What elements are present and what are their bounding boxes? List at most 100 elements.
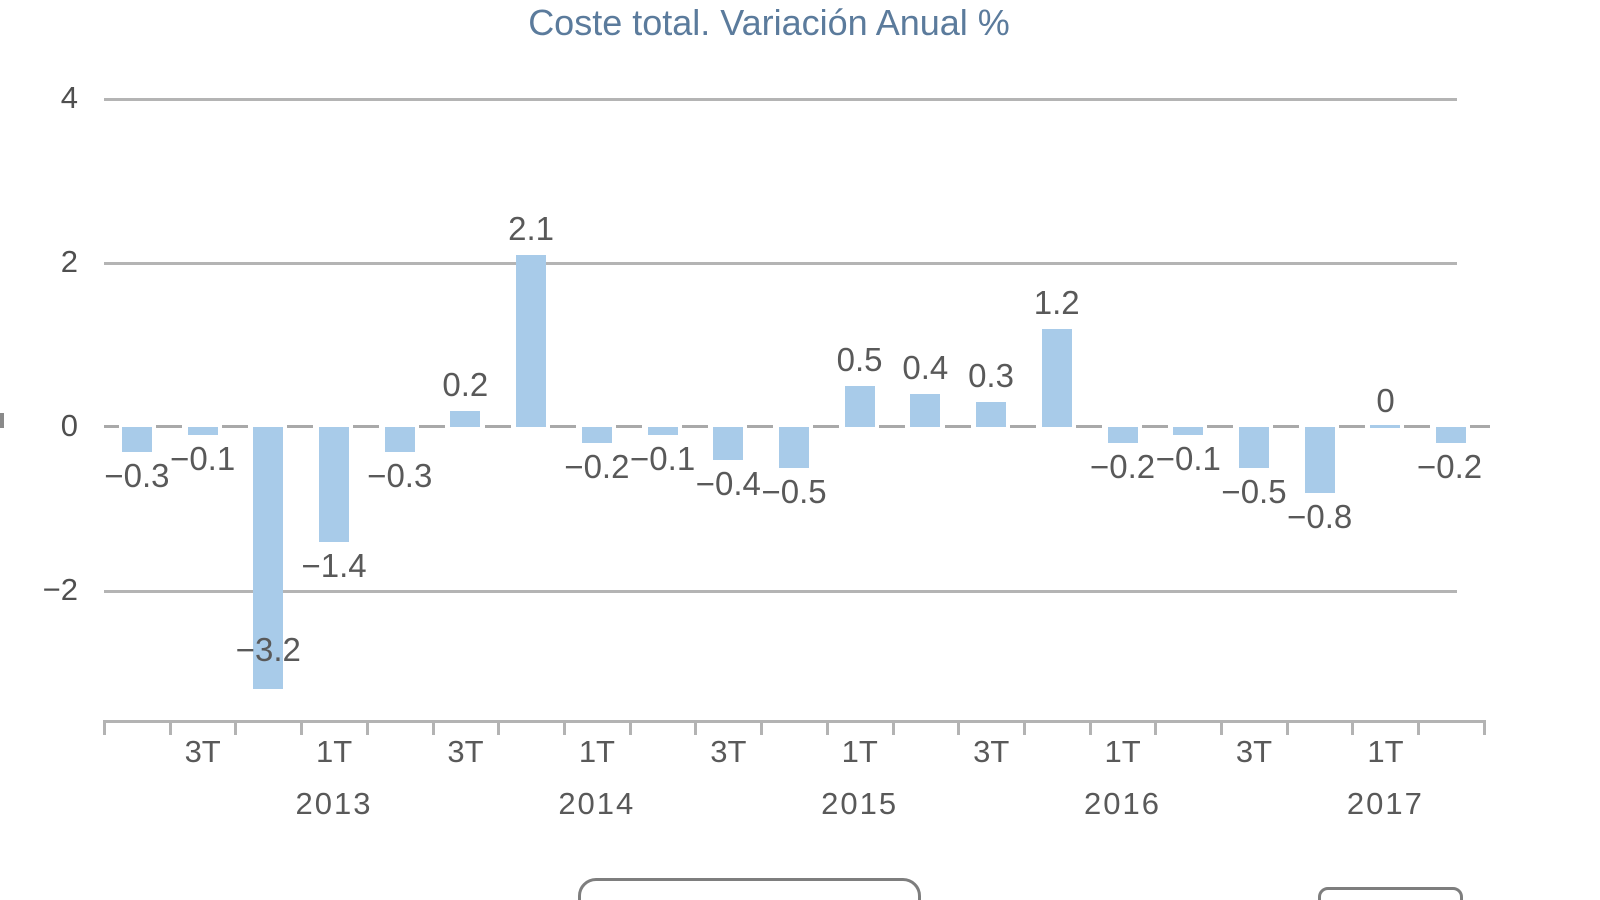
x-tick-label-1T2013: 1T bbox=[315, 734, 353, 769]
x-tick-label-1T2014: 1T bbox=[578, 734, 615, 769]
bar-2016T3[interactable] bbox=[1238, 427, 1269, 468]
zero-line-dash bbox=[944, 425, 971, 428]
bar-2013T1[interactable] bbox=[318, 427, 349, 542]
bar-value-label-2012T3: −0.1 bbox=[170, 440, 236, 478]
bar-2014T3[interactable] bbox=[713, 427, 744, 460]
x-axis-tick bbox=[431, 720, 435, 735]
x-axis-tick bbox=[562, 720, 566, 735]
x-axis-tick bbox=[957, 720, 961, 735]
x-axis-tick bbox=[1088, 720, 1092, 735]
y-axis-label: 0 bbox=[60, 408, 78, 443]
bar-2015T1[interactable] bbox=[844, 386, 875, 427]
bar-value-label-2016T3: −0.5 bbox=[1221, 473, 1287, 510]
x-axis-tick bbox=[1285, 720, 1289, 735]
zero-line-dash bbox=[221, 425, 248, 428]
zero-line-dash bbox=[550, 425, 577, 428]
zero-line-dash bbox=[615, 425, 642, 428]
zero-line-dash bbox=[1273, 425, 1300, 428]
bar-value-label-2013T2: −0.3 bbox=[367, 456, 433, 494]
bar-2017T2[interactable] bbox=[1436, 427, 1467, 444]
bar-2012T3[interactable] bbox=[187, 427, 218, 436]
x-axis-tick bbox=[694, 720, 698, 735]
x-tick-label-3T: 3T bbox=[973, 734, 1010, 769]
bar-value-label-2012T2: −0.3 bbox=[104, 456, 170, 494]
left-edge-cutoff-mark bbox=[0, 413, 4, 428]
zero-line-dash bbox=[1470, 425, 1490, 428]
x-axis-tick bbox=[891, 720, 895, 735]
x-axis-tick bbox=[760, 720, 764, 735]
x-axis-tick bbox=[234, 720, 238, 735]
bar-2015T3[interactable] bbox=[976, 402, 1007, 427]
x-year-label-2013: 2013 bbox=[295, 786, 373, 821]
bar-value-label-2016T1: −0.2 bbox=[1090, 448, 1156, 486]
bar-value-label-2015T4: 1.2 bbox=[1033, 283, 1080, 321]
gridline-y--2 bbox=[104, 590, 1457, 593]
bar-2013T2[interactable] bbox=[384, 427, 415, 452]
zero-line-dash bbox=[1404, 425, 1431, 428]
bar-2016T1[interactable] bbox=[1107, 427, 1138, 444]
bottom-left-button-cutoff[interactable] bbox=[578, 878, 921, 900]
x-axis-tick bbox=[1154, 720, 1158, 735]
x-axis-tick bbox=[628, 720, 632, 735]
zero-line-dash bbox=[287, 425, 314, 428]
x-tick-label-3T: 3T bbox=[447, 734, 484, 769]
zero-line-dash bbox=[104, 425, 119, 428]
bar-value-label-2014T1: −0.2 bbox=[564, 448, 630, 486]
bar-value-label-2014T2: −0.1 bbox=[630, 440, 696, 478]
x-tick-label-3T: 3T bbox=[710, 734, 747, 769]
zero-line-dash bbox=[1075, 425, 1102, 428]
zero-line-dash bbox=[1141, 425, 1168, 428]
bar-2017T1[interactable] bbox=[1370, 425, 1401, 428]
zero-line-dash bbox=[813, 425, 840, 428]
bar-2016T4[interactable] bbox=[1304, 427, 1335, 493]
bar-2013T4[interactable] bbox=[516, 254, 547, 427]
bar-2014T1[interactable] bbox=[581, 427, 612, 444]
bar-2014T2[interactable] bbox=[647, 427, 678, 436]
zero-line-dash bbox=[1338, 425, 1365, 428]
y-axis-label: −2 bbox=[42, 572, 78, 607]
zero-line-dash bbox=[681, 425, 708, 428]
x-axis-tick bbox=[168, 720, 172, 735]
chart-title: Coste total. Variación Anual % bbox=[528, 2, 1010, 43]
x-axis-tick bbox=[825, 720, 829, 735]
x-axis-tick bbox=[365, 720, 369, 735]
bar-value-label-2016T2: −0.1 bbox=[1155, 440, 1221, 478]
x-axis-line bbox=[104, 720, 1484, 723]
bar-2014T4[interactable] bbox=[778, 427, 809, 468]
x-year-label-2016: 2016 bbox=[1084, 786, 1161, 821]
x-axis-tick bbox=[497, 720, 501, 735]
bar-value-label-2013T1: −1.4 bbox=[301, 546, 367, 584]
y-axis-label: 4 bbox=[60, 80, 78, 115]
bar-2013T3[interactable] bbox=[450, 410, 481, 427]
zero-line-dash bbox=[878, 425, 905, 428]
bar-value-label-2013T3: 0.2 bbox=[442, 365, 489, 403]
bar-2012T2[interactable] bbox=[121, 427, 152, 452]
x-axis-tick bbox=[1351, 720, 1355, 735]
y-axis-label: 2 bbox=[60, 244, 78, 279]
bottom-right-button-cutoff[interactable] bbox=[1318, 887, 1463, 900]
bar-2015T4[interactable] bbox=[1041, 328, 1072, 427]
zero-line-dash bbox=[484, 425, 511, 428]
x-axis-tick bbox=[1417, 720, 1421, 735]
x-year-label-2014: 2014 bbox=[558, 786, 636, 821]
zero-line-dash bbox=[747, 425, 774, 428]
x-tick-label-1T2017: 1T bbox=[1367, 734, 1404, 769]
bar-value-label-2013T4: 2.1 bbox=[508, 209, 554, 247]
x-year-label-2017: 2017 bbox=[1346, 786, 1424, 821]
bar-value-label-2017T2: −0.2 bbox=[1417, 448, 1483, 486]
zero-line-dash bbox=[1010, 425, 1037, 428]
bar-value-label-2016T4: −0.8 bbox=[1287, 497, 1353, 535]
x-axis-tick bbox=[1220, 720, 1224, 735]
bar-value-label-2015T1: 0.5 bbox=[836, 341, 883, 378]
bar-value-label-2014T4: −0.5 bbox=[761, 473, 827, 510]
zero-line-dash bbox=[353, 425, 380, 428]
x-axis-tick bbox=[1022, 720, 1026, 735]
bar-2012T4[interactable] bbox=[253, 427, 284, 690]
zero-line-dash bbox=[156, 425, 182, 428]
bar-value-label-2015T2: 0.4 bbox=[902, 349, 949, 387]
bar-2016T2[interactable] bbox=[1173, 427, 1204, 436]
bar-2015T2[interactable] bbox=[910, 394, 941, 427]
bar-value-label-2012T4: −3.2 bbox=[235, 631, 301, 668]
x-tick-label-1T2016: 1T bbox=[1104, 734, 1141, 769]
